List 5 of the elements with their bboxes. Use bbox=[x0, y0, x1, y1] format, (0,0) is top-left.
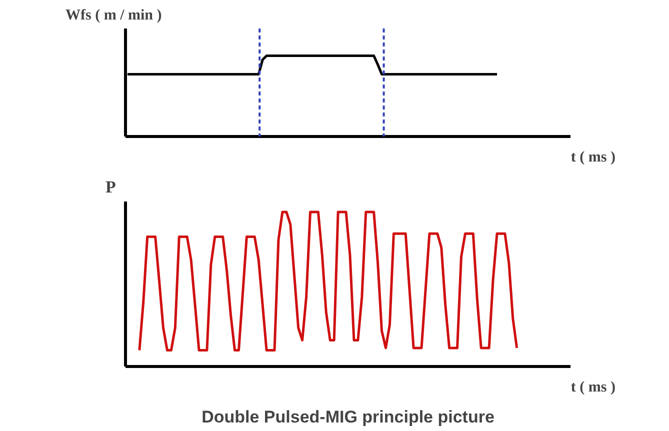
y-axis-title: P bbox=[106, 178, 116, 196]
text: Double Pulsed-MIG principle picture bbox=[202, 408, 494, 426]
y-axis-title: Wfs ( m / min ) bbox=[66, 8, 162, 24]
x-axis-title: t ( ms ) bbox=[570, 380, 616, 396]
x-axis-title: t ( ms ) bbox=[570, 150, 616, 166]
